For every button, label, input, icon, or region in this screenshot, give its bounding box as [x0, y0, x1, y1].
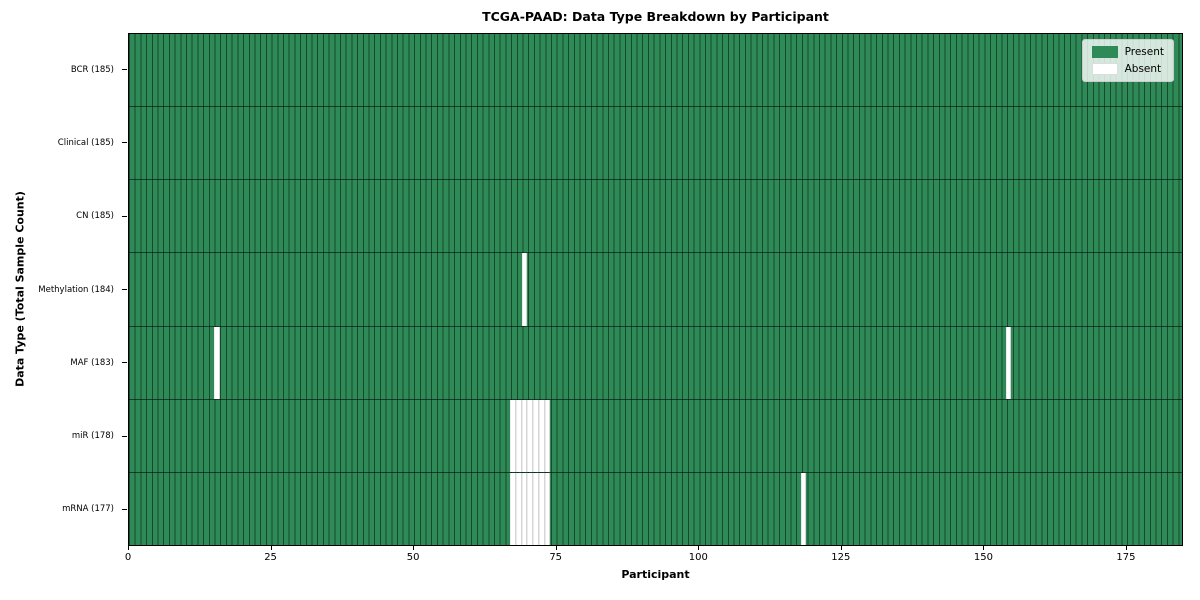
- absent-cell-miR-68: [516, 399, 522, 472]
- heatmap-row-BCR: [129, 34, 1182, 107]
- y-tick-label-BCR: BCR (185): [70, 64, 114, 75]
- absent-cell-miR-67: [510, 399, 517, 472]
- y-tick-mark: [122, 69, 127, 71]
- absent-cell-mRNA-71: [533, 472, 539, 545]
- y-tick-label-Clinical: Clinical (185): [57, 137, 114, 148]
- absent-cell-mRNA-68: [516, 472, 522, 545]
- x-tick-label-175: 175: [1116, 552, 1136, 563]
- legend-label-present: Present: [1124, 46, 1164, 58]
- absent-cell-miR-73: [544, 399, 551, 472]
- x-tick-mark: [840, 546, 842, 550]
- absent-cell-MAF-154: [1005, 326, 1012, 399]
- x-tick-mark: [983, 546, 985, 550]
- absent-cell-Methylation-69: [521, 253, 528, 326]
- y-tick-mark: [122, 362, 127, 364]
- absent-cell-mRNA-70: [527, 472, 534, 545]
- absent-cell-mRNA-67: [510, 472, 517, 545]
- absent-cell-MAF-15: [214, 326, 221, 399]
- absent-cell-mRNA-69: [521, 472, 528, 545]
- y-tick-label-mRNA: mRNA (177): [62, 504, 114, 515]
- x-tick-label-75: 75: [549, 552, 563, 563]
- absent-cell-mRNA-73: [544, 472, 551, 545]
- x-tick-mark: [698, 546, 700, 550]
- x-tick-label-100: 100: [688, 552, 708, 563]
- heatmap-row-MAF: [129, 325, 1182, 399]
- x-tick-mark: [413, 546, 415, 550]
- x-tick-label-125: 125: [831, 552, 851, 563]
- absent-cell-mRNA-72: [538, 472, 545, 545]
- y-tick-label-Methylation: Methylation (184): [38, 284, 114, 295]
- heatmap-row-CN: [129, 179, 1182, 253]
- heatmap-row-Methylation: [129, 252, 1182, 326]
- x-tick-mark: [128, 546, 129, 550]
- legend-item-absent: Absent: [1091, 63, 1164, 75]
- heatmap-row-Clinical: [129, 106, 1182, 180]
- x-tick-label-50: 50: [406, 552, 420, 563]
- x-tick-label-150: 150: [973, 552, 993, 563]
- y-tick-label-CN: CN (185): [76, 211, 114, 222]
- x-tick-mark: [555, 546, 557, 550]
- chart-title: TCGA-PAAD: Data Type Breakdown by Partic…: [482, 9, 829, 24]
- y-tick-label-MAF: MAF (183): [70, 357, 114, 368]
- absent-cell-miR-69: [521, 399, 528, 472]
- x-tick-mark: [270, 546, 272, 550]
- y-axis-label: Data Type (Total Sample Count): [13, 191, 27, 387]
- legend-label-absent: Absent: [1124, 63, 1162, 75]
- x-axis-label: Participant: [621, 568, 690, 581]
- y-tick-label-miR: miR (178): [71, 431, 114, 442]
- y-tick-mark: [122, 142, 127, 144]
- absent-cell-miR-72: [538, 399, 545, 472]
- y-tick-mark: [122, 289, 127, 290]
- absent-cell-miR-70: [527, 399, 534, 472]
- heatmap-row-miR: [129, 398, 1182, 472]
- y-tick-mark: [122, 215, 127, 217]
- absent-cell-mRNA-118: [800, 472, 807, 545]
- legend: Present Absent: [1081, 39, 1174, 82]
- heatmap-row-mRNA: [129, 471, 1182, 545]
- absent-swatch: [1091, 63, 1118, 75]
- heatmap-rows: [129, 34, 1182, 545]
- legend-item-present: Present: [1091, 46, 1164, 58]
- absent-cell-miR-71: [533, 399, 539, 472]
- x-tick-label-25: 25: [264, 552, 277, 563]
- present-swatch: [1091, 46, 1118, 58]
- y-tick-mark: [122, 508, 127, 510]
- heatmap-plot-area: Present Absent: [128, 33, 1183, 546]
- x-tick-mark: [1125, 546, 1127, 550]
- x-tick-label-0: 0: [124, 552, 132, 563]
- y-tick-mark: [122, 435, 127, 437]
